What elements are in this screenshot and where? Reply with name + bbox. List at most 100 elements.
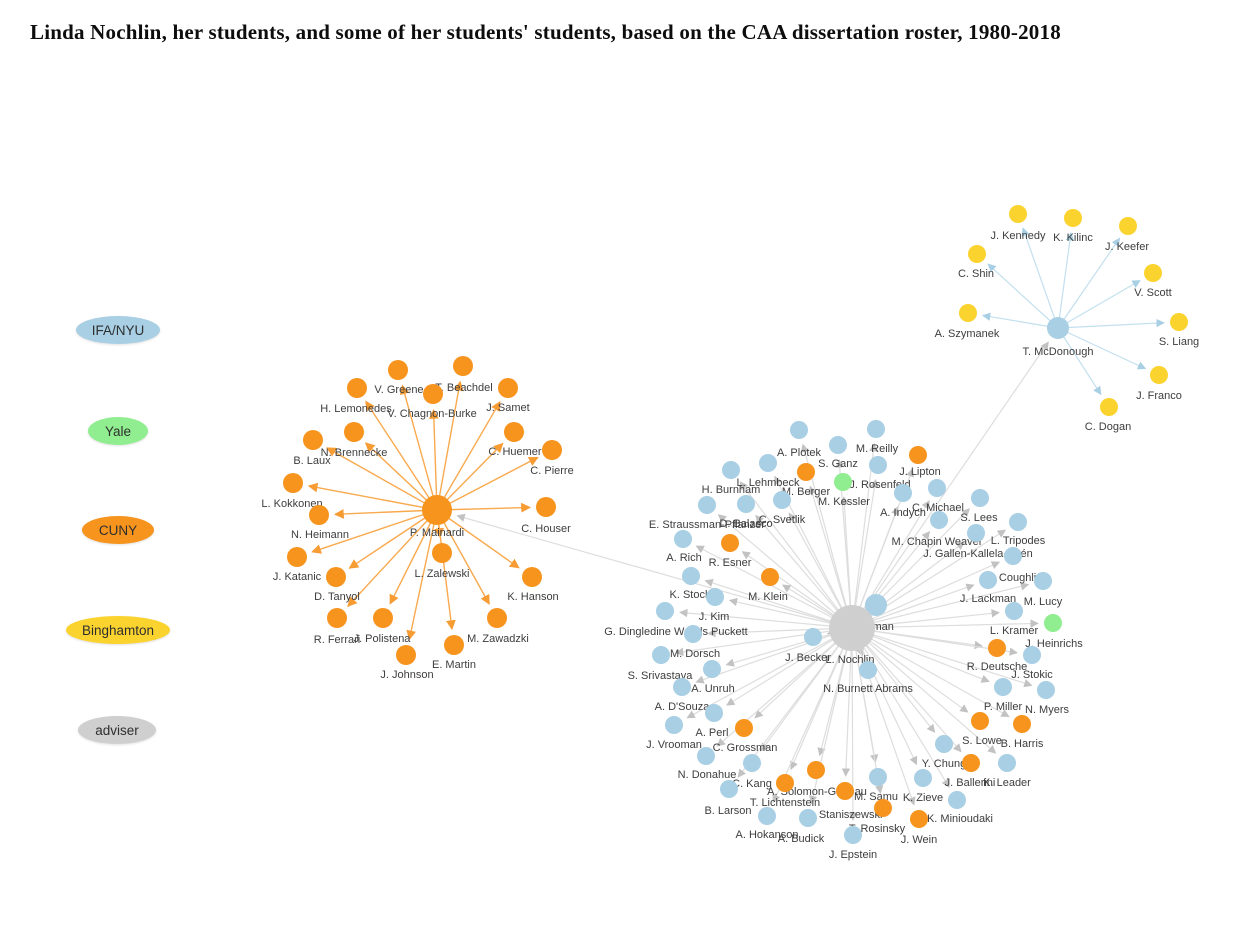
node-k-zieve[interactable]	[914, 769, 932, 787]
node-c-svetlik[interactable]	[773, 491, 791, 509]
node-k-hanson[interactable]	[522, 567, 542, 587]
node-k-minioudaki[interactable]	[948, 791, 966, 809]
node-j-heinrichs[interactable]	[1044, 614, 1062, 632]
node-k-leader[interactable]	[998, 754, 1016, 772]
edge-p-mainardi-to-c-houser	[436, 502, 531, 513]
node-l-kokkonen[interactable]	[283, 473, 303, 493]
node-s-liang[interactable]	[1170, 313, 1188, 331]
node-j-wein[interactable]	[910, 810, 928, 828]
node-m-berger[interactable]	[797, 463, 815, 481]
node-e-straussman-pflanzer[interactable]	[698, 496, 716, 514]
node-v-greene[interactable]	[388, 360, 408, 380]
node-b-laux[interactable]	[303, 430, 323, 450]
node-h-burnham[interactable]	[722, 461, 740, 479]
node-n-burnett-abrams[interactable]	[859, 661, 877, 679]
label-s-ganz: S. Ganz	[818, 458, 858, 470]
node-d-tanyol[interactable]	[326, 567, 346, 587]
node-c-kang[interactable]	[743, 754, 761, 772]
node-n-donahue[interactable]	[697, 747, 715, 765]
node-m-chapin-weaver[interactable]	[930, 511, 948, 529]
node-s-lowe[interactable]	[971, 712, 989, 730]
node-m-zawadzki[interactable]	[487, 608, 507, 628]
node-e-martin[interactable]	[444, 635, 464, 655]
node-v-scott[interactable]	[1144, 264, 1162, 282]
node-a-d-souza[interactable]	[673, 678, 691, 696]
node-j-epstein[interactable]	[844, 826, 862, 844]
node-t-lichtenstein[interactable]	[776, 774, 794, 792]
node-r-ferrari[interactable]	[327, 608, 347, 628]
node-l-lehmbeck[interactable]	[759, 454, 777, 472]
node-n-myers[interactable]	[1037, 681, 1055, 699]
node-c-dogan[interactable]	[1100, 398, 1118, 416]
node-k-kilinc[interactable]	[1064, 209, 1082, 227]
node-v-chagnon-burke[interactable]	[423, 384, 443, 404]
node-n-brennecke[interactable]	[344, 422, 364, 442]
node-a-solomon-godeau[interactable]	[807, 761, 825, 779]
node-t-rosinsky[interactable]	[874, 799, 892, 817]
node-c-pierre[interactable]	[542, 440, 562, 460]
node-m-dorsch[interactable]	[684, 625, 702, 643]
node-h-lemonedes[interactable]	[347, 378, 367, 398]
node-j-lackman[interactable]	[979, 571, 997, 589]
node-a-unruh[interactable]	[703, 660, 721, 678]
node-c-huemer[interactable]	[504, 422, 524, 442]
node-l-zalewski[interactable]	[432, 543, 452, 563]
node-m-staniszewski[interactable]	[836, 782, 854, 800]
node-d-balasco[interactable]	[737, 495, 755, 513]
node-a-budick[interactable]	[799, 809, 817, 827]
node-p-mainardi[interactable]	[422, 495, 452, 525]
node-k-stock[interactable]	[682, 567, 700, 585]
node-a-plotek[interactable]	[790, 421, 808, 439]
node-l-tripodes[interactable]	[1009, 513, 1027, 531]
node-j-polistena[interactable]	[373, 608, 393, 628]
node-l-nochlin[interactable]	[829, 605, 875, 651]
node-j-johnson[interactable]	[396, 645, 416, 665]
node-t-beachdel[interactable]	[453, 356, 473, 376]
node-a-szymanek[interactable]	[959, 304, 977, 322]
node-j-kennedy[interactable]	[1009, 205, 1027, 223]
node-c-grossman[interactable]	[735, 719, 753, 737]
node-j-stokic[interactable]	[1023, 646, 1041, 664]
node-s-lees[interactable]	[971, 489, 989, 507]
node-g-dingledine-woods-puckett[interactable]	[656, 602, 674, 620]
label-b-laux: B. Laux	[293, 455, 331, 467]
node-r-deutsche[interactable]	[988, 639, 1006, 657]
node-j-lipton[interactable]	[909, 446, 927, 464]
node-b-harris[interactable]	[1013, 715, 1031, 733]
node-c-shin[interactable]	[968, 245, 986, 263]
node-m-lucy[interactable]	[1034, 572, 1052, 590]
node-j-becker[interactable]	[804, 628, 822, 646]
node-platzman[interactable]	[865, 594, 887, 616]
node-c-michael[interactable]	[928, 479, 946, 497]
node-s-ganz[interactable]	[829, 436, 847, 454]
node-j-samet[interactable]	[498, 378, 518, 398]
node-j-kim[interactable]	[706, 588, 724, 606]
node-j-keefer[interactable]	[1119, 217, 1137, 235]
node-a-perl[interactable]	[705, 704, 723, 722]
node-j-rosenfeld[interactable]	[869, 456, 887, 474]
node-j-franco[interactable]	[1150, 366, 1168, 384]
node-p-miller[interactable]	[994, 678, 1012, 696]
node-t-mcdonough[interactable]	[1047, 317, 1069, 339]
node-a-rich[interactable]	[674, 530, 692, 548]
node-j-vrooman[interactable]	[665, 716, 683, 734]
node-m-klein[interactable]	[761, 568, 779, 586]
node-m-reilly[interactable]	[867, 420, 885, 438]
node-b-larson[interactable]	[720, 780, 738, 798]
node-a-indych[interactable]	[894, 484, 912, 502]
node-j-gallen-kallela-sir-n[interactable]	[967, 524, 985, 542]
node-m-samu[interactable]	[869, 768, 887, 786]
node-a-hokanson[interactable]	[758, 807, 776, 825]
node-l-kramer[interactable]	[1005, 602, 1023, 620]
node-j-ballerini[interactable]	[962, 754, 980, 772]
node-m-kessler[interactable]	[834, 473, 852, 491]
node-j-katanic[interactable]	[287, 547, 307, 567]
node-m-coughlin[interactable]	[1004, 547, 1022, 565]
label-j-becker: J. Becker	[785, 652, 831, 664]
node-n-heimann[interactable]	[309, 505, 329, 525]
node-c-houser[interactable]	[536, 497, 556, 517]
node-r-esner[interactable]	[721, 534, 739, 552]
node-y-chung[interactable]	[935, 735, 953, 753]
node-s-srivastava[interactable]	[652, 646, 670, 664]
